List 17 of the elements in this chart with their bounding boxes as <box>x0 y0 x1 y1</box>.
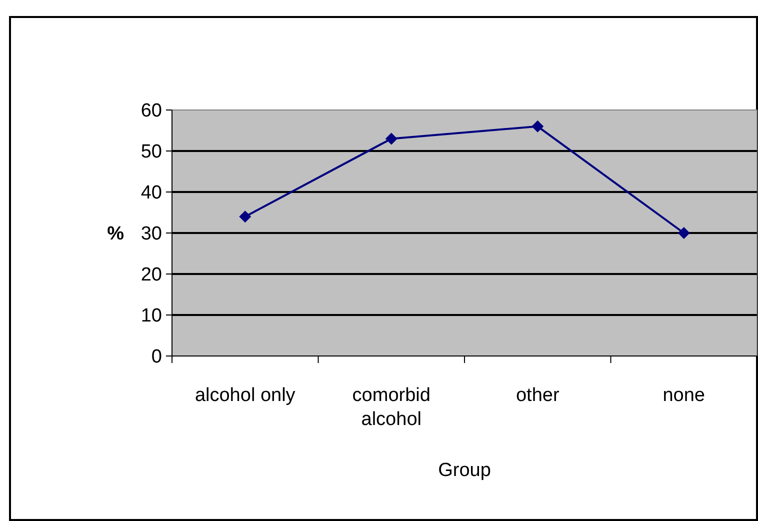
y-tick-label: 50 <box>140 142 162 163</box>
y-tick-label: 10 <box>140 306 162 327</box>
y-axis-title: % <box>107 224 124 245</box>
y-tick-label: 60 <box>140 100 162 122</box>
x-axis-title: Group <box>438 460 491 481</box>
y-tick-label: 20 <box>140 264 162 286</box>
point <box>385 132 398 145</box>
y-tick-label: 0 <box>151 346 162 368</box>
y-tick-label: 40 <box>140 182 162 204</box>
point <box>532 120 544 132</box>
y-tick-label: 30 <box>140 224 162 245</box>
point <box>678 227 690 239</box>
x-tick-label: other <box>516 385 560 406</box>
x-tick-label: alcohol only <box>194 385 296 406</box>
x-tick-label: none <box>662 385 706 406</box>
point <box>239 210 252 223</box>
x-tick-label: comorbid alcohol <box>352 385 430 430</box>
